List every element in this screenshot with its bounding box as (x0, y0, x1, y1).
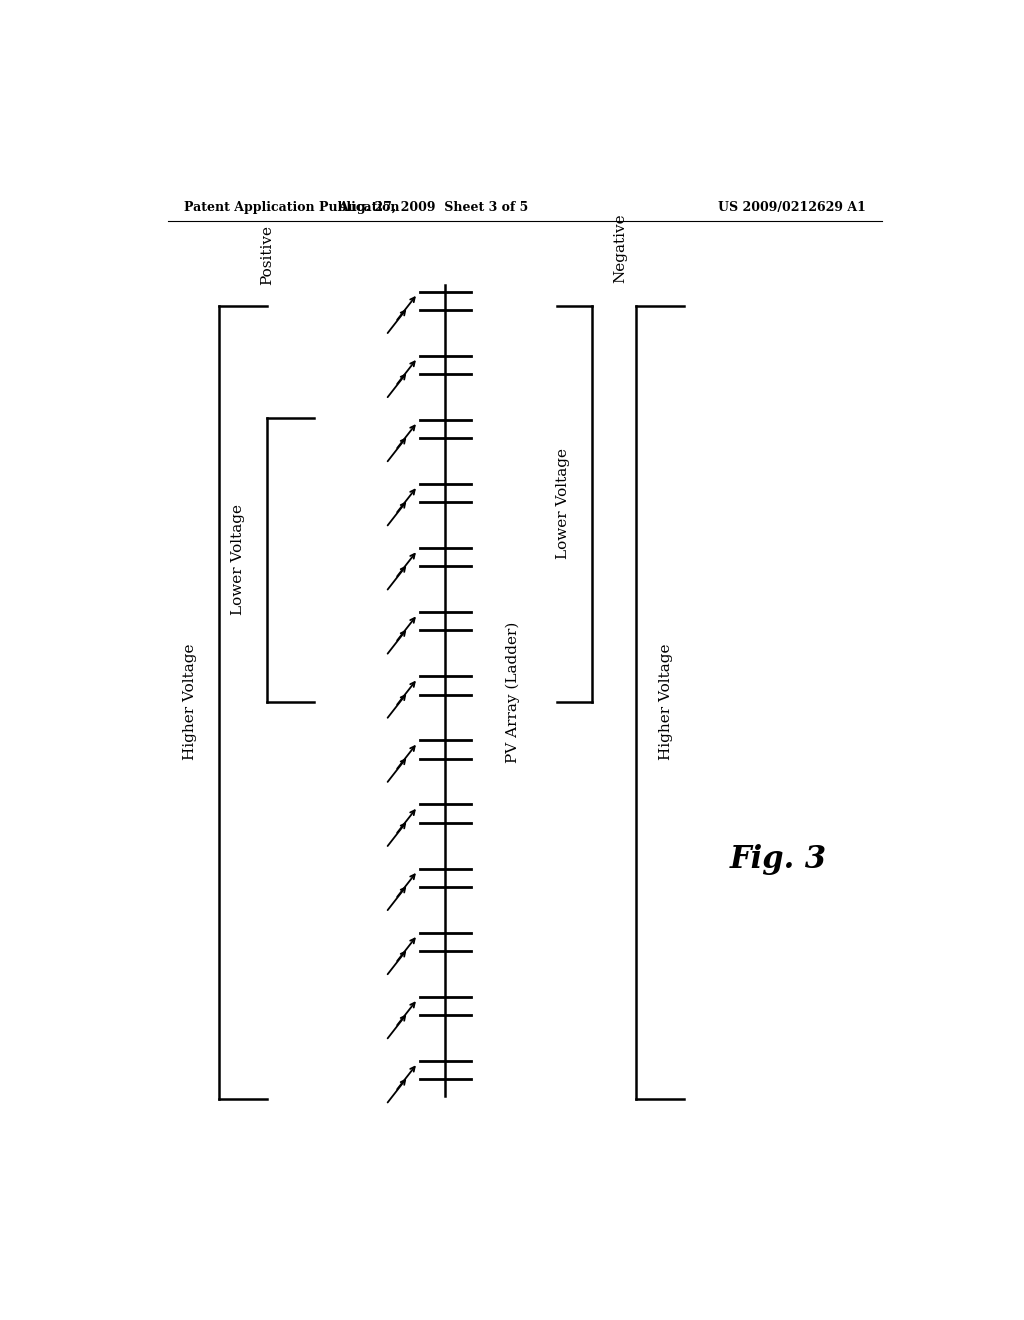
Text: Higher Voltage: Higher Voltage (659, 644, 673, 760)
Text: Higher Voltage: Higher Voltage (183, 644, 197, 760)
Text: Aug. 27, 2009  Sheet 3 of 5: Aug. 27, 2009 Sheet 3 of 5 (338, 201, 528, 214)
Text: Lower Voltage: Lower Voltage (556, 449, 570, 560)
Text: Negative: Negative (613, 214, 627, 284)
Text: Lower Voltage: Lower Voltage (230, 504, 245, 615)
Text: Fig. 3: Fig. 3 (730, 845, 827, 875)
Text: US 2009/0212629 A1: US 2009/0212629 A1 (718, 201, 866, 214)
Text: Positive: Positive (260, 226, 273, 285)
Text: Patent Application Publication: Patent Application Publication (183, 201, 399, 214)
Text: PV Array (Ladder): PV Array (Ladder) (506, 622, 520, 763)
